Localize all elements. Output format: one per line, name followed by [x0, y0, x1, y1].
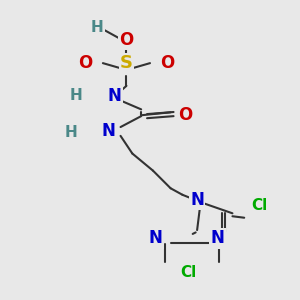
Text: H: H [91, 20, 103, 35]
Text: S: S [120, 54, 133, 72]
Text: Cl: Cl [251, 198, 267, 213]
Text: O: O [178, 106, 193, 124]
Text: O: O [119, 31, 134, 49]
Text: N: N [211, 229, 225, 247]
Text: Cl: Cl [180, 265, 196, 280]
Text: N: N [102, 122, 116, 140]
Text: H: H [70, 88, 83, 103]
Text: O: O [160, 54, 175, 72]
Text: N: N [108, 86, 122, 104]
Text: H: H [64, 125, 77, 140]
Text: N: N [190, 191, 204, 209]
Text: O: O [78, 54, 92, 72]
Text: N: N [149, 229, 163, 247]
